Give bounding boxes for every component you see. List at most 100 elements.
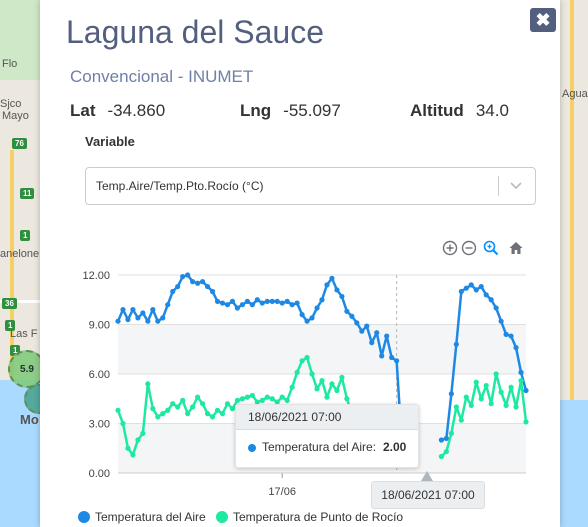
map-label: anelone (0, 248, 40, 260)
dew-point-point (493, 371, 499, 377)
air-temperature-point (329, 275, 335, 281)
map-park (0, 0, 40, 80)
zoom-select-icon[interactable] (483, 240, 499, 256)
air-temperature-point (279, 300, 285, 306)
dew-point-point (314, 386, 320, 392)
temperature-chart[interactable]: 0.00 3.00 6.00 9.00 12.00 17/06 (40, 245, 560, 515)
air-temperature-line (116, 273, 403, 441)
air-temperature-point (379, 353, 385, 359)
map-label: Las F (10, 328, 38, 340)
zoom-out-icon[interactable] (461, 240, 477, 256)
dew-point-point (458, 417, 464, 423)
air-temperature-point (468, 282, 474, 288)
air-temperature-point (349, 313, 355, 319)
dew-point-point (130, 452, 136, 458)
dew-point-point (140, 430, 146, 436)
air-temperature-point (274, 298, 280, 304)
dew-point-point (160, 411, 166, 417)
lng-label: Lng (240, 101, 272, 120)
dew-point-point (125, 445, 131, 451)
altitude-label: Altitud (410, 101, 464, 120)
dew-point-point (269, 396, 275, 402)
y-tick-label: 3.00 (89, 419, 110, 431)
dew-point-point (170, 401, 176, 407)
dew-point-line (440, 372, 528, 458)
dew-point-point (453, 404, 459, 410)
dew-point-point (503, 402, 509, 408)
air-temperature-point (180, 274, 186, 280)
legend-item-air[interactable]: Temperatura del Aire (78, 510, 206, 524)
air-temperature-point (508, 333, 514, 339)
variable-select[interactable]: Temp.Aire/Temp.Pto.Rocío (°C) (85, 167, 536, 205)
zoom-in-icon[interactable] (442, 240, 458, 256)
air-temperature-point (488, 297, 494, 303)
dew-point-point (488, 401, 494, 407)
altitude-field: Altitud 34.0 (410, 101, 509, 121)
dew-point-point (155, 414, 161, 420)
select-separator (498, 176, 499, 196)
dew-point-point (289, 384, 295, 390)
close-icon[interactable]: ✖ (530, 8, 556, 32)
y-tick-label: 12.00 (82, 270, 110, 282)
air-temperature-point (155, 318, 161, 324)
legend-item-dew[interactable]: Temperatura de Punto de Rocío (216, 510, 403, 524)
route-badge: 1 (20, 230, 31, 241)
air-temperature-point (239, 302, 245, 308)
altitude-value: 34.0 (475, 101, 509, 120)
air-temperature-point (209, 288, 216, 295)
dew-point-point (448, 430, 454, 436)
route-badge: 36 (2, 298, 17, 309)
air-temperature-point (170, 288, 176, 295)
air-temperature-point (483, 292, 489, 298)
series-marker-icon (248, 444, 256, 452)
air-temperature-point (190, 279, 196, 285)
dew-point-point (214, 407, 221, 413)
air-temperature-point (135, 315, 141, 321)
air-temperature-point (224, 302, 231, 308)
dew-point-point (195, 394, 201, 400)
air-temperature-point (369, 340, 375, 346)
home-icon[interactable] (508, 240, 524, 256)
air-temperature-point (185, 272, 191, 278)
grid-band (118, 324, 526, 374)
air-temperature-point (229, 298, 236, 304)
air-temperature-point (269, 298, 275, 304)
air-temperature-point (354, 320, 360, 326)
dew-point-point (254, 399, 260, 405)
air-temperature-point (364, 323, 370, 329)
route-badge: 1 (5, 320, 16, 331)
dew-point-point (319, 378, 325, 384)
air-temperature-point (334, 287, 340, 293)
dew-point-point (259, 397, 265, 403)
dew-point-point (264, 394, 270, 400)
air-temperature-point (115, 318, 121, 324)
lng-field: Lng -55.097 (240, 101, 341, 121)
dew-point-point (523, 419, 529, 425)
tooltip-time: 18/06/2021 07:00 (248, 410, 342, 424)
map-label: Sjco (0, 98, 22, 110)
dew-point-point (199, 401, 206, 407)
air-temperature-point (463, 285, 469, 291)
dew-point-point (284, 397, 290, 403)
air-temperature-point (309, 315, 315, 321)
dew-point-point (508, 384, 514, 390)
y-tick-label: 9.00 (89, 320, 110, 332)
dew-point-point (244, 394, 250, 400)
dew-point-point (175, 404, 181, 410)
air-temperature-point (304, 318, 310, 324)
dew-point-point (473, 379, 479, 385)
chevron-down-icon[interactable] (509, 178, 523, 192)
air-temperature-point (478, 283, 484, 290)
dew-point-point (204, 411, 211, 417)
dew-point-point (299, 358, 305, 364)
legend-marker-icon (216, 511, 228, 523)
air-temperature-point (130, 307, 136, 313)
route-badge: 1 (10, 345, 21, 356)
dew-point-point (145, 381, 151, 387)
air-temperature-point (125, 316, 131, 323)
air-temperature-point (453, 341, 459, 347)
dew-point-point (165, 407, 171, 413)
lat-value: -34.860 (107, 101, 166, 120)
variable-select-value: Temp.Aire/Temp.Pto.Rocío (°C) (96, 179, 264, 193)
air-temperature-point (165, 302, 171, 308)
